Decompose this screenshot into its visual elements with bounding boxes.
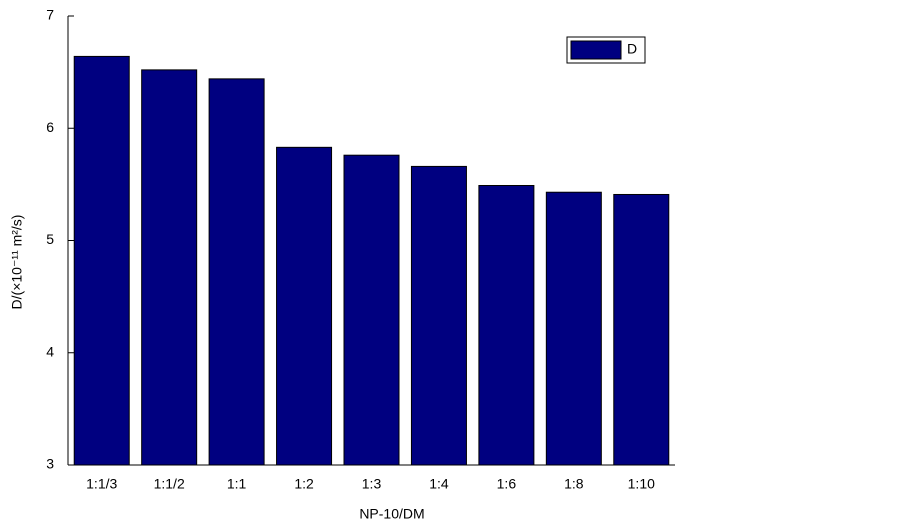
x-tick-label: 1:1/2 bbox=[154, 476, 185, 492]
x-tick-label: 1:2 bbox=[294, 476, 314, 492]
bar bbox=[343, 154, 400, 466]
x-tick-label: 1:6 bbox=[497, 476, 517, 492]
legend-label: D bbox=[627, 41, 637, 57]
x-tick-label: 1:1/3 bbox=[86, 476, 117, 492]
bar bbox=[276, 146, 333, 466]
y-axis-label: D/(×10⁻¹¹ m²/s) bbox=[9, 215, 25, 310]
x-axis-label: NP-10/DM bbox=[359, 506, 424, 522]
x-tick-label: 1:8 bbox=[564, 476, 584, 492]
bar bbox=[73, 55, 130, 466]
x-tick-label: 1:10 bbox=[628, 476, 655, 492]
y-tick-label: 6 bbox=[46, 119, 54, 135]
x-tick-label: 1:3 bbox=[362, 476, 382, 492]
y-tick-label: 4 bbox=[46, 343, 54, 359]
x-tick-label: 1:1 bbox=[227, 476, 247, 492]
bar bbox=[613, 193, 670, 466]
x-tick-label: 1:4 bbox=[429, 476, 449, 492]
y-tick-label: 5 bbox=[46, 231, 54, 247]
bar bbox=[410, 165, 467, 466]
bar bbox=[208, 78, 265, 466]
bar bbox=[141, 69, 198, 466]
y-tick-label: 7 bbox=[46, 7, 54, 23]
bar bbox=[545, 191, 602, 466]
bar bbox=[478, 184, 535, 466]
legend-swatch bbox=[570, 40, 622, 60]
y-tick-label: 3 bbox=[46, 456, 54, 472]
